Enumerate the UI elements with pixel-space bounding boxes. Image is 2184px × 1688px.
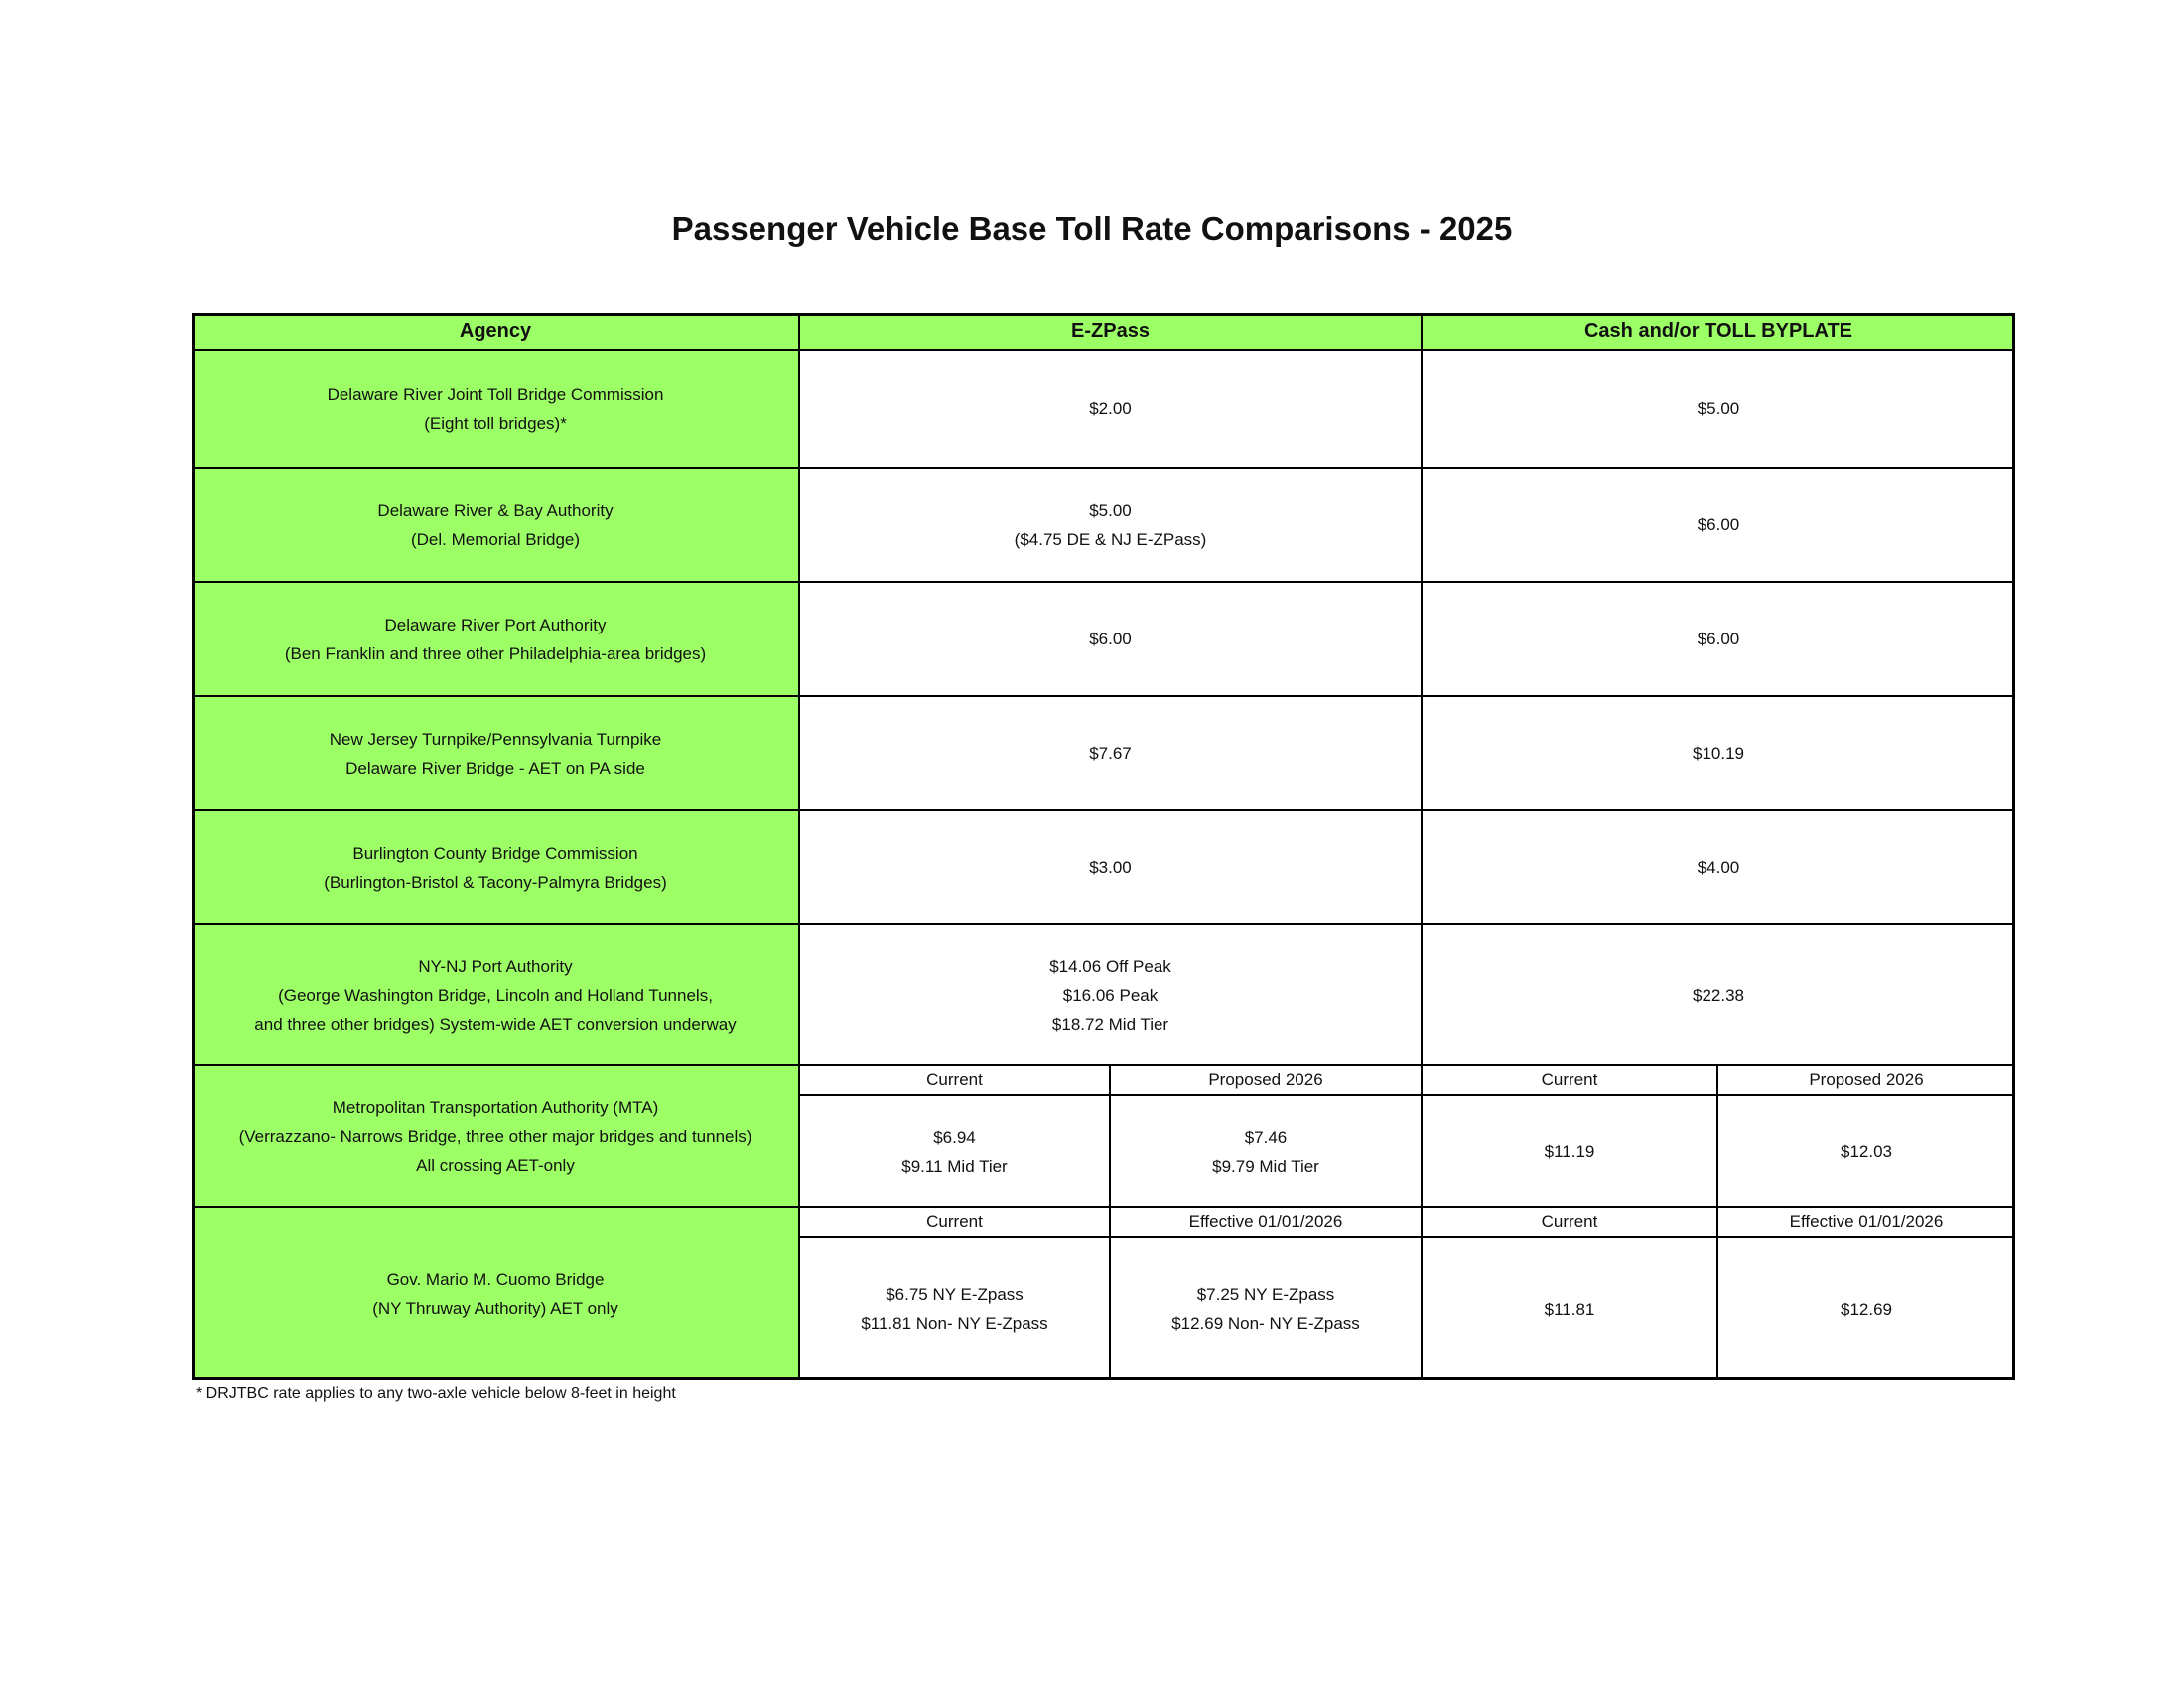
agency-cell: Delaware River & Bay Authority (Del. Memo… <box>192 468 799 582</box>
cell-line: Effective 01/01/2026 <box>1188 1212 1343 1231</box>
agency-cell: Delaware River Port Authority (Ben Frankl… <box>192 582 799 696</box>
agency-cell: Gov. Mario M. Cuomo Bridge (NY Thruway Au… <box>192 1207 799 1380</box>
cell-line: Delaware River Port Authority <box>384 615 607 634</box>
rate-cell: $7.46 $9.79 Mid Tier <box>1110 1095 1422 1207</box>
cell-line: Delaware River Bridge - AET on PA side <box>345 758 645 777</box>
ezpass-cell: $5.00 ($4.75 DE & NJ E-ZPass) <box>799 468 1422 582</box>
cell-line: Current <box>926 1212 983 1231</box>
subheader-cell: Current <box>1422 1065 1717 1095</box>
cell-line: (Burlington-Bristol & Tacony-Palmyra Bri… <box>324 872 667 892</box>
cash-cell: $5.00 <box>1422 350 2015 468</box>
rate-cell: $6.94 $9.11 Mid Tier <box>799 1095 1110 1207</box>
ezpass-cell: $14.06 Off Peak $16.06 Peak $18.72 Mid Tie… <box>799 924 1422 1065</box>
cell-line: Delaware River Joint Toll Bridge Commiss… <box>327 384 664 404</box>
ezpass-cell: $2.00 <box>799 350 1422 468</box>
ezpass-cell: $6.00 <box>799 582 1422 696</box>
cell-line: $11.81 Non- NY E-Zpass <box>861 1314 1048 1333</box>
cell-line: and three other bridges) System-wide AET… <box>254 1014 737 1034</box>
ezpass-cell: $3.00 <box>799 810 1422 924</box>
cell-line: $5.00 <box>1697 399 1740 418</box>
cell-line: $16.06 Peak <box>1062 985 1159 1005</box>
cell-line: NY-NJ Port Authority <box>418 956 573 976</box>
cell-line: $6.00 <box>1089 630 1132 648</box>
cell-line: $6.00 <box>1697 630 1740 648</box>
subheader-cell: Proposed 2026 <box>1717 1065 2015 1095</box>
cash-cell: $6.00 <box>1422 582 2015 696</box>
cell-line: $12.69 <box>1841 1299 1892 1319</box>
cell-line: Effective 01/01/2026 <box>1789 1212 1944 1231</box>
cell-line: Proposed 2026 <box>1809 1070 1924 1089</box>
subheader-cell: Current <box>1422 1207 1717 1237</box>
rate-cell: $11.81 <box>1422 1237 1717 1380</box>
rate-cell: $6.75 NY E-Zpass $11.81 Non- NY E-Zpass <box>799 1237 1110 1380</box>
cash-cell: $10.19 <box>1422 696 2015 810</box>
cell-line: $4.00 <box>1697 858 1740 877</box>
subheader-cell: Effective 01/01/2026 <box>1110 1207 1422 1237</box>
cell-line: (Del. Memorial Bridge) <box>410 529 581 549</box>
cell-line: ($4.75 DE & NJ E-ZPass) <box>1014 529 1207 549</box>
cell-line: (Ben Franklin and three other Philadelph… <box>284 643 707 663</box>
rate-cell: $12.03 <box>1717 1095 2015 1207</box>
cell-line: (Eight toll bridges)* <box>424 413 567 433</box>
cell-line: $12.69 Non- NY E-Zpass <box>1171 1314 1360 1333</box>
cell-line: $6.75 NY E-Zpass <box>886 1285 1024 1304</box>
cell-line: (NY Thruway Authority) AET only <box>372 1299 618 1318</box>
cell-line: $7.46 <box>1244 1127 1288 1147</box>
cell-line: Gov. Mario M. Cuomo Bridge <box>386 1270 605 1289</box>
rate-cell: $11.19 <box>1422 1095 1717 1207</box>
cell-line: Delaware River & Bay Authority <box>377 500 614 520</box>
ezpass-cell: $7.67 <box>799 696 1422 810</box>
subheader-cell: Current <box>799 1207 1110 1237</box>
subheader-cell: Current <box>799 1065 1110 1095</box>
agency-cell: Burlington County Bridge Commission (Burl… <box>192 810 799 924</box>
cell-line: $2.00 <box>1089 399 1132 418</box>
subheader-cell: Proposed 2026 <box>1110 1065 1422 1095</box>
footnote: * DRJTBC rate applies to any two-axle ve… <box>196 1385 676 1402</box>
cell-line: (George Washington Bridge, Lincoln and H… <box>278 985 713 1005</box>
rate-cell: $12.69 <box>1717 1237 2015 1380</box>
cell-line: $11.19 <box>1544 1142 1595 1161</box>
cash-cell: $4.00 <box>1422 810 2015 924</box>
cash-cell: $6.00 <box>1422 468 2015 582</box>
agency-cell: New Jersey Turnpike/Pennsylvania Turnpik… <box>192 696 799 810</box>
header-agency: Agency <box>192 313 799 350</box>
cell-line: E-ZPass <box>1071 320 1150 342</box>
cell-line: New Jersey Turnpike/Pennsylvania Turnpik… <box>329 729 662 749</box>
agency-cell: Metropolitan Transportation Authority (M… <box>192 1065 799 1207</box>
agency-cell: Delaware River Joint Toll Bridge Commiss… <box>192 350 799 468</box>
header-ezpass: E-ZPass <box>799 313 1422 350</box>
header-cash: Cash and/or TOLL BYPLATE <box>1422 313 2015 350</box>
cell-line: Current <box>926 1070 983 1089</box>
cell-line: $7.25 NY E-Zpass <box>1196 1285 1335 1304</box>
cell-line: Agency <box>459 320 532 342</box>
agency-cell: NY-NJ Port Authority (George Washington B… <box>192 924 799 1065</box>
cell-line: $14.06 Off Peak <box>1049 956 1171 976</box>
cell-line: Metropolitan Transportation Authority (M… <box>332 1098 659 1117</box>
cell-line: $9.11 Mid Tier <box>901 1156 1008 1176</box>
cell-line: Current <box>1541 1212 1598 1231</box>
cell-line: $18.72 Mid Tier <box>1051 1014 1169 1034</box>
cell-line: $12.03 <box>1841 1142 1892 1161</box>
page-title: Passenger Vehicle Base Toll Rate Compari… <box>671 211 1513 247</box>
rate-cell: $7.25 NY E-Zpass $12.69 Non- NY E-Zpass <box>1110 1237 1422 1380</box>
cash-cell: $22.38 <box>1422 924 2015 1065</box>
cell-line: $11.81 <box>1544 1299 1595 1319</box>
cell-line: All crossing AET-only <box>416 1156 575 1175</box>
cell-line: $3.00 <box>1089 858 1132 877</box>
cell-line: $10.19 <box>1693 744 1744 763</box>
cell-line: Current <box>1541 1070 1598 1089</box>
cell-line: $9.79 Mid Tier <box>1212 1156 1319 1176</box>
cell-line: $5.00 <box>1089 500 1132 520</box>
cell-line: $22.38 <box>1693 985 1744 1005</box>
subheader-cell: Effective 01/01/2026 <box>1717 1207 2015 1237</box>
cell-line: Cash and/or TOLL BYPLATE <box>1583 320 1853 342</box>
cell-line: $6.94 <box>933 1127 976 1147</box>
cell-line: (Verrazzano- Narrows Bridge, three other… <box>238 1127 752 1146</box>
cell-line: Proposed 2026 <box>1208 1070 1323 1089</box>
cell-line: $7.67 <box>1089 744 1132 763</box>
cell-line: Burlington County Bridge Commission <box>352 843 638 863</box>
cell-line: $6.00 <box>1697 515 1740 534</box>
